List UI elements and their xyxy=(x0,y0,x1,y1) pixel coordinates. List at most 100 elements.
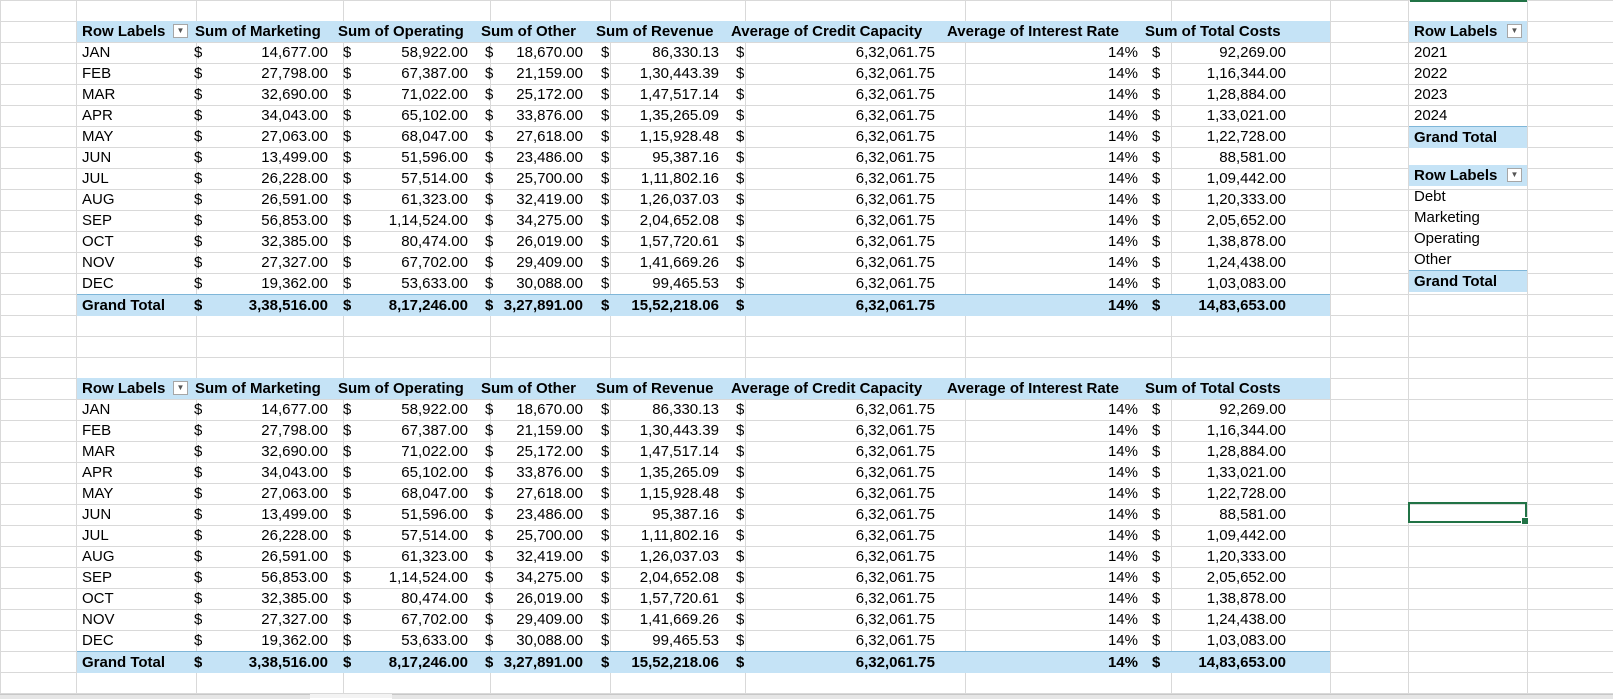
table-row[interactable]: AUG $26,591.00 $61,323.00 $32,419.00 $1,26,0… xyxy=(77,546,1330,567)
category-item[interactable]: Marketing xyxy=(1414,209,1480,226)
grand-total-row[interactable]: Grand Total $3,38,516.00 $8,17,246.00 $3,27… xyxy=(77,651,1330,673)
table-row[interactable]: OCT $32,385.00 $80,474.00 $26,019.00 $1,57,7… xyxy=(77,588,1330,609)
currency-symbol: $ xyxy=(601,275,610,292)
currency-symbol: $ xyxy=(736,86,745,103)
table-row[interactable]: JAN $14,677.00 $58,922.00 $18,670.00 $86,330… xyxy=(77,399,1330,420)
year-pivot-table[interactable]: Row Labels ▼ 2021 2022 2023 2024 Grand T… xyxy=(1409,21,1527,148)
monthly-pivot-table-copy[interactable]: Row Labels ▼ Sum of Marketing Sum of Operat… xyxy=(77,378,1330,673)
currency-symbol: $ xyxy=(485,212,494,229)
currency-symbol: $ xyxy=(485,149,494,166)
selected-cell[interactable] xyxy=(1408,502,1529,525)
value-marketing: 13,499.00 xyxy=(261,506,328,523)
column-header-operating: Sum of Operating xyxy=(338,380,464,397)
row-label: SEP xyxy=(82,569,113,586)
table-row[interactable]: MAR $32,690.00 $71,022.00 $25,172.00 $1,47,5… xyxy=(77,441,1330,462)
currency-symbol: $ xyxy=(1152,86,1161,103)
category-pivot-header[interactable]: Row Labels ▼ xyxy=(1409,165,1527,186)
category-pivot-table[interactable]: Row Labels ▼ Debt Marketing Operating Ot… xyxy=(1409,165,1527,292)
table-row[interactable]: JAN $14,677.00 $58,922.00 $18,670.00 $86,330… xyxy=(77,42,1330,63)
value-credit: 6,32,061.75 xyxy=(855,65,935,82)
category-grand-total[interactable]: Grand Total xyxy=(1409,270,1527,292)
chevron-down-icon[interactable]: ▼ xyxy=(1507,24,1522,38)
table-row[interactable]: MAY $27,063.00 $68,047.00 $27,618.00 $1,15,9… xyxy=(77,126,1330,147)
row-label: Grand Total xyxy=(82,654,166,671)
sheet-tab-area[interactable] xyxy=(0,694,310,699)
value-credit: 6,32,061.75 xyxy=(855,422,935,439)
table-row[interactable]: JUN $13,499.00 $51,596.00 $23,486.00 $95,387… xyxy=(77,147,1330,168)
currency-symbol: $ xyxy=(736,464,745,481)
chevron-down-icon[interactable]: ▼ xyxy=(173,381,188,395)
grand-total-row[interactable]: Grand Total $3,38,516.00 $8,17,246.00 $3,27… xyxy=(77,294,1330,316)
currency-symbol: $ xyxy=(485,65,494,82)
year-item[interactable]: 2023 xyxy=(1414,86,1448,103)
table-row[interactable]: FEB $27,798.00 $67,387.00 $21,159.00 $1,30,4… xyxy=(77,420,1330,441)
table-row[interactable]: NOV $27,327.00 $67,702.00 $29,409.00 $1,41,6… xyxy=(77,609,1330,630)
value-operating: 67,702.00 xyxy=(401,254,468,271)
year-grand-total[interactable]: Grand Total xyxy=(1409,126,1527,148)
monthly-pivot-table[interactable]: Row Labels ▼ Sum of Marketing Sum of Operat… xyxy=(77,21,1330,316)
currency-symbol: $ xyxy=(736,569,745,586)
year-item[interactable]: 2024 xyxy=(1414,107,1448,124)
table-row[interactable]: NOV $27,327.00 $67,702.00 $29,409.00 $1,41,6… xyxy=(77,252,1330,273)
value-other: 23,486.00 xyxy=(516,149,583,166)
table-row[interactable]: APR $34,043.00 $65,102.00 $33,876.00 $1,35,2… xyxy=(77,105,1330,126)
pivot-header-row[interactable]: Row Labels ▼ Sum of Marketing Sum of Operat… xyxy=(77,21,1330,42)
year-pivot-header[interactable]: Row Labels ▼ xyxy=(1409,21,1527,42)
value-costs: 92,269.00 xyxy=(1219,44,1286,61)
table-row[interactable]: SEP $56,853.00 $1,14,524.00 $34,275.00 $2,04… xyxy=(77,210,1330,231)
table-row[interactable]: JUL $26,228.00 $57,514.00 $25,700.00 $1,11,8… xyxy=(77,168,1330,189)
currency-symbol: $ xyxy=(1152,485,1161,502)
currency-symbol: $ xyxy=(736,65,745,82)
value-operating: 65,102.00 xyxy=(401,464,468,481)
year-item[interactable]: 2022 xyxy=(1414,65,1448,82)
value-marketing: 14,677.00 xyxy=(261,44,328,61)
table-row[interactable]: JUN $13,499.00 $51,596.00 $23,486.00 $95,387… xyxy=(77,504,1330,525)
row-label: MAR xyxy=(82,86,116,103)
value-other: 27,618.00 xyxy=(516,128,583,145)
category-item[interactable]: Operating xyxy=(1414,230,1480,247)
currency-symbol: $ xyxy=(343,422,352,439)
value-operating: 68,047.00 xyxy=(401,128,468,145)
currency-symbol: $ xyxy=(343,464,352,481)
category-item[interactable]: Other xyxy=(1414,251,1452,268)
table-row[interactable]: DEC $19,362.00 $53,633.00 $30,088.00 $99,465… xyxy=(77,273,1330,294)
value-interest: 14% xyxy=(1107,506,1138,523)
value-other: 34,275.00 xyxy=(516,569,583,586)
value-revenue: 1,47,517.14 xyxy=(639,86,719,103)
value-credit: 6,32,061.75 xyxy=(855,44,935,61)
chevron-down-icon[interactable]: ▼ xyxy=(1507,168,1522,182)
table-row[interactable]: DEC $19,362.00 $53,633.00 $30,088.00 $99,465… xyxy=(77,630,1330,651)
scrollbar-thumb[interactable] xyxy=(392,694,1613,699)
category-item[interactable]: Debt xyxy=(1414,188,1446,205)
table-row[interactable]: SEP $56,853.00 $1,14,524.00 $34,275.00 $2,04… xyxy=(77,567,1330,588)
currency-symbol: $ xyxy=(194,527,203,544)
chevron-down-icon[interactable]: ▼ xyxy=(173,24,188,38)
currency-symbol: $ xyxy=(1152,569,1161,586)
table-row[interactable]: AUG $26,591.00 $61,323.00 $32,419.00 $1,26,0… xyxy=(77,189,1330,210)
table-row[interactable]: FEB $27,798.00 $67,387.00 $21,159.00 $1,30,4… xyxy=(77,63,1330,84)
horizontal-scrollbar[interactable] xyxy=(0,694,1613,699)
value-costs: 2,05,652.00 xyxy=(1206,212,1286,229)
value-revenue: 1,11,802.16 xyxy=(640,170,719,187)
table-row[interactable]: MAR $32,690.00 $71,022.00 $25,172.00 $1,47,5… xyxy=(77,84,1330,105)
value-other: 26,019.00 xyxy=(516,590,583,607)
table-row[interactable]: OCT $32,385.00 $80,474.00 $26,019.00 $1,57,7… xyxy=(77,231,1330,252)
value-operating: 51,596.00 xyxy=(401,149,468,166)
value-marketing: 19,362.00 xyxy=(261,632,328,649)
value-interest: 14% xyxy=(1107,569,1138,586)
table-row[interactable]: JUL $26,228.00 $57,514.00 $25,700.00 $1,11,8… xyxy=(77,525,1330,546)
value-revenue: 2,04,652.08 xyxy=(639,212,719,229)
table-row[interactable]: MAY $27,063.00 $68,047.00 $27,618.00 $1,15,9… xyxy=(77,483,1330,504)
currency-symbol: $ xyxy=(194,170,203,187)
table-row[interactable]: APR $34,043.00 $65,102.00 $33,876.00 $1,35,2… xyxy=(77,462,1330,483)
fill-handle[interactable] xyxy=(1521,517,1529,525)
currency-symbol: $ xyxy=(194,548,203,565)
year-item[interactable]: 2021 xyxy=(1414,44,1448,61)
currency-symbol: $ xyxy=(343,443,352,460)
value-other: 33,876.00 xyxy=(516,464,583,481)
value-marketing: 32,690.00 xyxy=(261,443,328,460)
value-other: 21,159.00 xyxy=(516,65,583,82)
value-revenue: 1,11,802.16 xyxy=(640,527,719,544)
row-labels-heading: Row Labels xyxy=(82,380,166,397)
pivot-header-row[interactable]: Row Labels ▼ Sum of Marketing Sum of Operat… xyxy=(77,378,1330,399)
